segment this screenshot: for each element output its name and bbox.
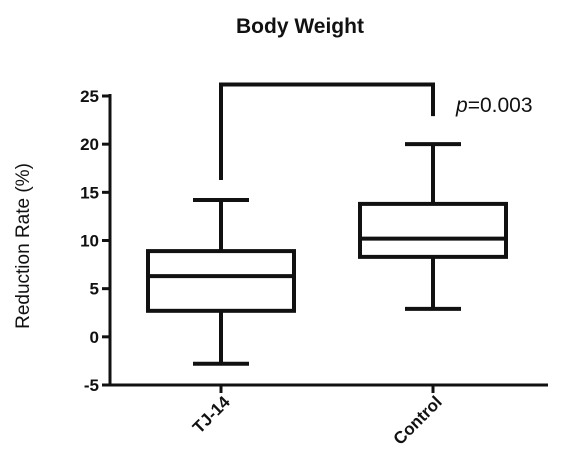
iqr-box [358,201,508,259]
p-symbol: p [455,94,468,117]
y-tick-label: 15 [80,183,99,202]
significance-bracket [219,82,435,181]
iqr-box [146,249,296,313]
y-tick-label: 0 [90,328,99,347]
x-tick-label: TJ-14 [189,392,234,437]
x-tick-label: Control [390,392,446,448]
y-tick-label: 10 [80,232,99,251]
y-tick-label: 5 [90,280,99,299]
boxes [146,142,508,366]
y-tick-label: 25 [80,87,99,106]
p-value-text: =0.003 [468,94,533,117]
y-tick-label: 20 [80,135,99,154]
y-axis-label: Reduction Rate (%) [13,163,34,329]
box-control [358,142,508,311]
p-value-label: p=0.003 [455,94,533,117]
chart-title: Body Weight [236,15,364,38]
box-tj-14 [146,198,296,366]
y-tick-label: -5 [84,376,99,395]
significance-annotation: p=0.003 [219,82,533,181]
axes: -5 0 5 10 15 20 25 TJ-14 Control [80,87,548,449]
